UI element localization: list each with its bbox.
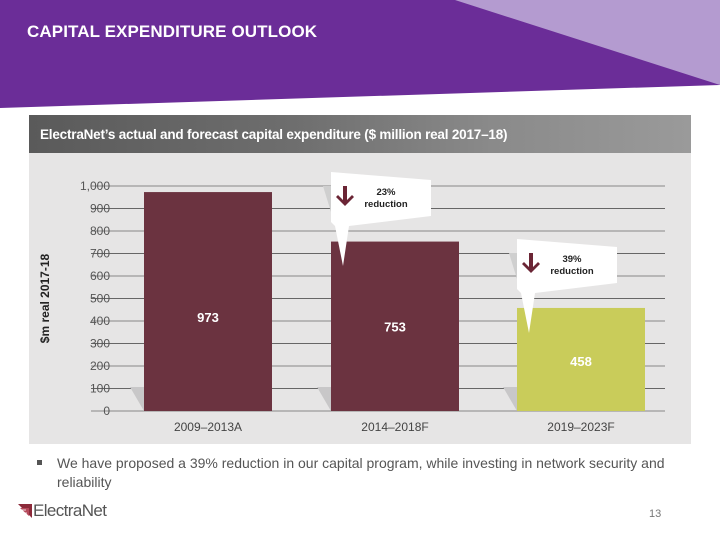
x-tick-label: 2009–2013A (174, 420, 242, 434)
bar (144, 192, 272, 411)
bar-value-label: 458 (570, 354, 592, 369)
callout-box (331, 172, 431, 266)
bullet-text: We have proposed a 39% reduction in our … (57, 455, 665, 490)
y-tick-label: 0 (103, 404, 110, 418)
callout-label: reduction (550, 266, 593, 277)
page-number: 13 (649, 508, 662, 520)
logo-text: ElectraNet (33, 501, 107, 520)
reduction-callout: 39%reduction (509, 239, 617, 333)
slide-title: CAPITAL EXPENDITURE OUTLOOK (27, 22, 318, 41)
bar-value-label: 753 (384, 320, 406, 335)
chart-title: ElectraNet’s actual and forecast capital… (40, 127, 508, 142)
y-tick-label: 1,000 (80, 179, 110, 193)
callout-shadow (323, 186, 331, 212)
y-tick-label: 200 (90, 359, 110, 373)
y-tick-label: 500 (90, 292, 110, 306)
y-tick-label: 800 (90, 224, 110, 238)
arrow-down-icon (522, 253, 540, 273)
callout-label: reduction (364, 199, 407, 210)
chart-panel: ElectraNet’s actual and forecast capital… (29, 115, 691, 444)
callout-percent: 23% (376, 187, 396, 198)
y-tick-label: 900 (90, 202, 110, 216)
y-tick-label: 100 (90, 382, 110, 396)
bar (517, 307, 645, 411)
y-axis-label: $m real 2017-18 (38, 253, 52, 343)
callout-shadow (509, 253, 517, 279)
header-lavender-accent (455, 0, 720, 85)
bar-value-label: 973 (197, 310, 219, 325)
bar (331, 241, 459, 411)
bar-shadow (317, 387, 331, 411)
callout-box (517, 239, 617, 333)
callout-percent: 39% (562, 254, 582, 265)
electranet-logo-icon (18, 504, 32, 518)
x-tick-label: 2014–2018F (361, 420, 428, 434)
arrow-down-icon (336, 186, 354, 206)
y-tick-label: 300 (90, 337, 110, 351)
bar-shadow (130, 387, 144, 411)
y-tick-label: 400 (90, 314, 110, 328)
bullet-marker (37, 460, 42, 465)
bar-shadow (503, 387, 517, 411)
y-tick-label: 600 (90, 269, 110, 283)
reduction-callout: 23%reduction (323, 172, 431, 266)
y-tick-label: 700 (90, 247, 110, 261)
x-tick-label: 2019–2023F (547, 420, 614, 434)
chart-header: ElectraNet’s actual and forecast capital… (29, 115, 691, 153)
header-banner (0, 0, 720, 108)
bullet-point: We have proposed a 39% reduction in our … (37, 454, 677, 492)
